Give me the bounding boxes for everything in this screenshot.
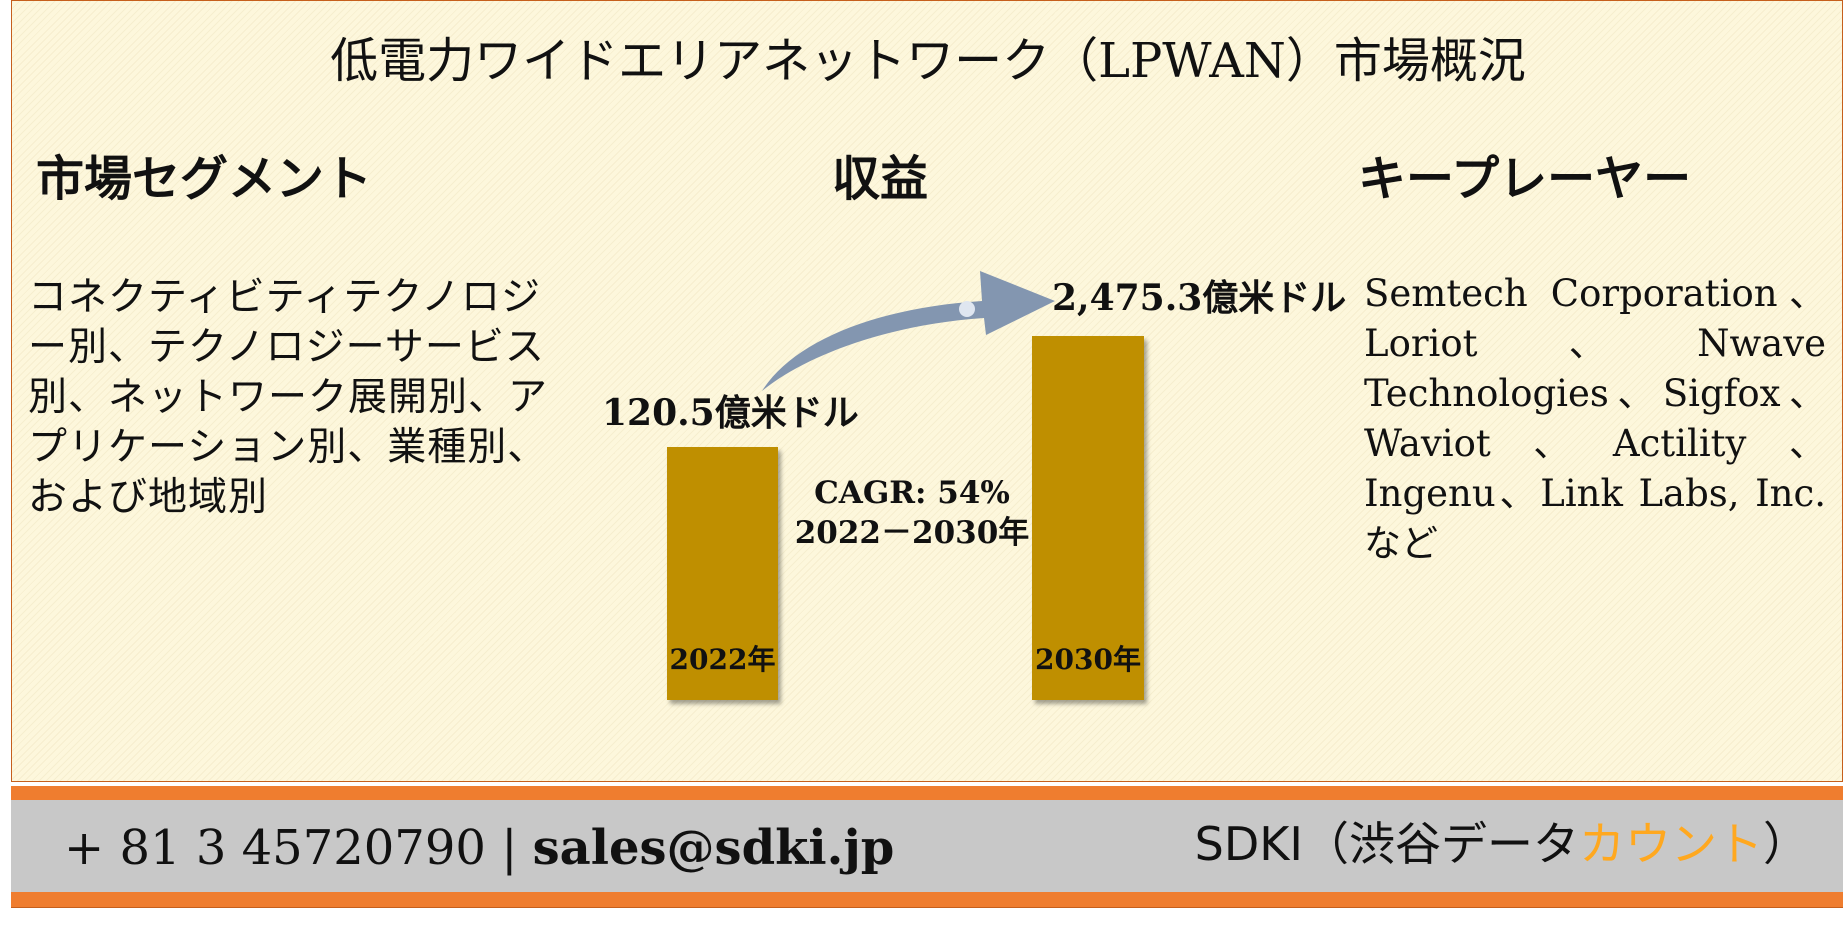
key-players-text: Semtech Corporation、Loriot、Nwave Technol… [1364,272,1826,565]
value-label-2022: 120.5億米ドル [602,392,859,434]
segments-heading: 市場セグメント [36,151,373,207]
page-title: 低電力ワイドエリアネットワーク（LPWAN）市場概況 [330,33,1526,89]
key-players-heading: キープレーヤー [1358,151,1692,207]
cagr-annotation: CAGR: 54% 2022－2030年 [792,473,1032,553]
cagr-rate: CAGR: 54% [814,475,1010,511]
brand-suffix: ） [1763,817,1809,871]
infographic-panel: 低電力ワイドエリアネットワーク（LPWAN）市場概況 市場セグメント 収益 キー… [11,0,1843,782]
value-label-2030: 2,475.3億米ドル [1052,277,1347,319]
contact-separator: | [501,820,518,876]
bar-2022-year-label: 2022年 [669,643,776,676]
bar-2030-year-label: 2030年 [1035,643,1141,676]
cagr-period: 2022－2030年 [794,515,1030,551]
phone-number[interactable]: + 81 3 45720790 [64,820,486,876]
contact-info: + 81 3 45720790 | sales@sdki.jp [64,816,894,880]
footer-bottom-band [11,892,1843,908]
email-link[interactable]: sales@sdki.jp [532,820,895,876]
footer-bar [11,800,1843,892]
growth-arrow-icon [762,271,1055,391]
segments-text: コネクティビティテクノロジー別、テクノロジーサービス別、ネットワーク展開別、アプ… [28,275,549,520]
brand-prefix: SDKI（渋谷データ [1194,817,1579,871]
brand-highlight: カウント [1579,817,1763,871]
revenue-heading: 収益 [832,151,929,207]
bar-2030: 2030年 [1032,336,1144,700]
brand-name: SDKI（渋谷データカウント） [1195,812,1809,876]
bar-2022: 2022年 [667,447,778,700]
footer-top-band [11,786,1843,800]
